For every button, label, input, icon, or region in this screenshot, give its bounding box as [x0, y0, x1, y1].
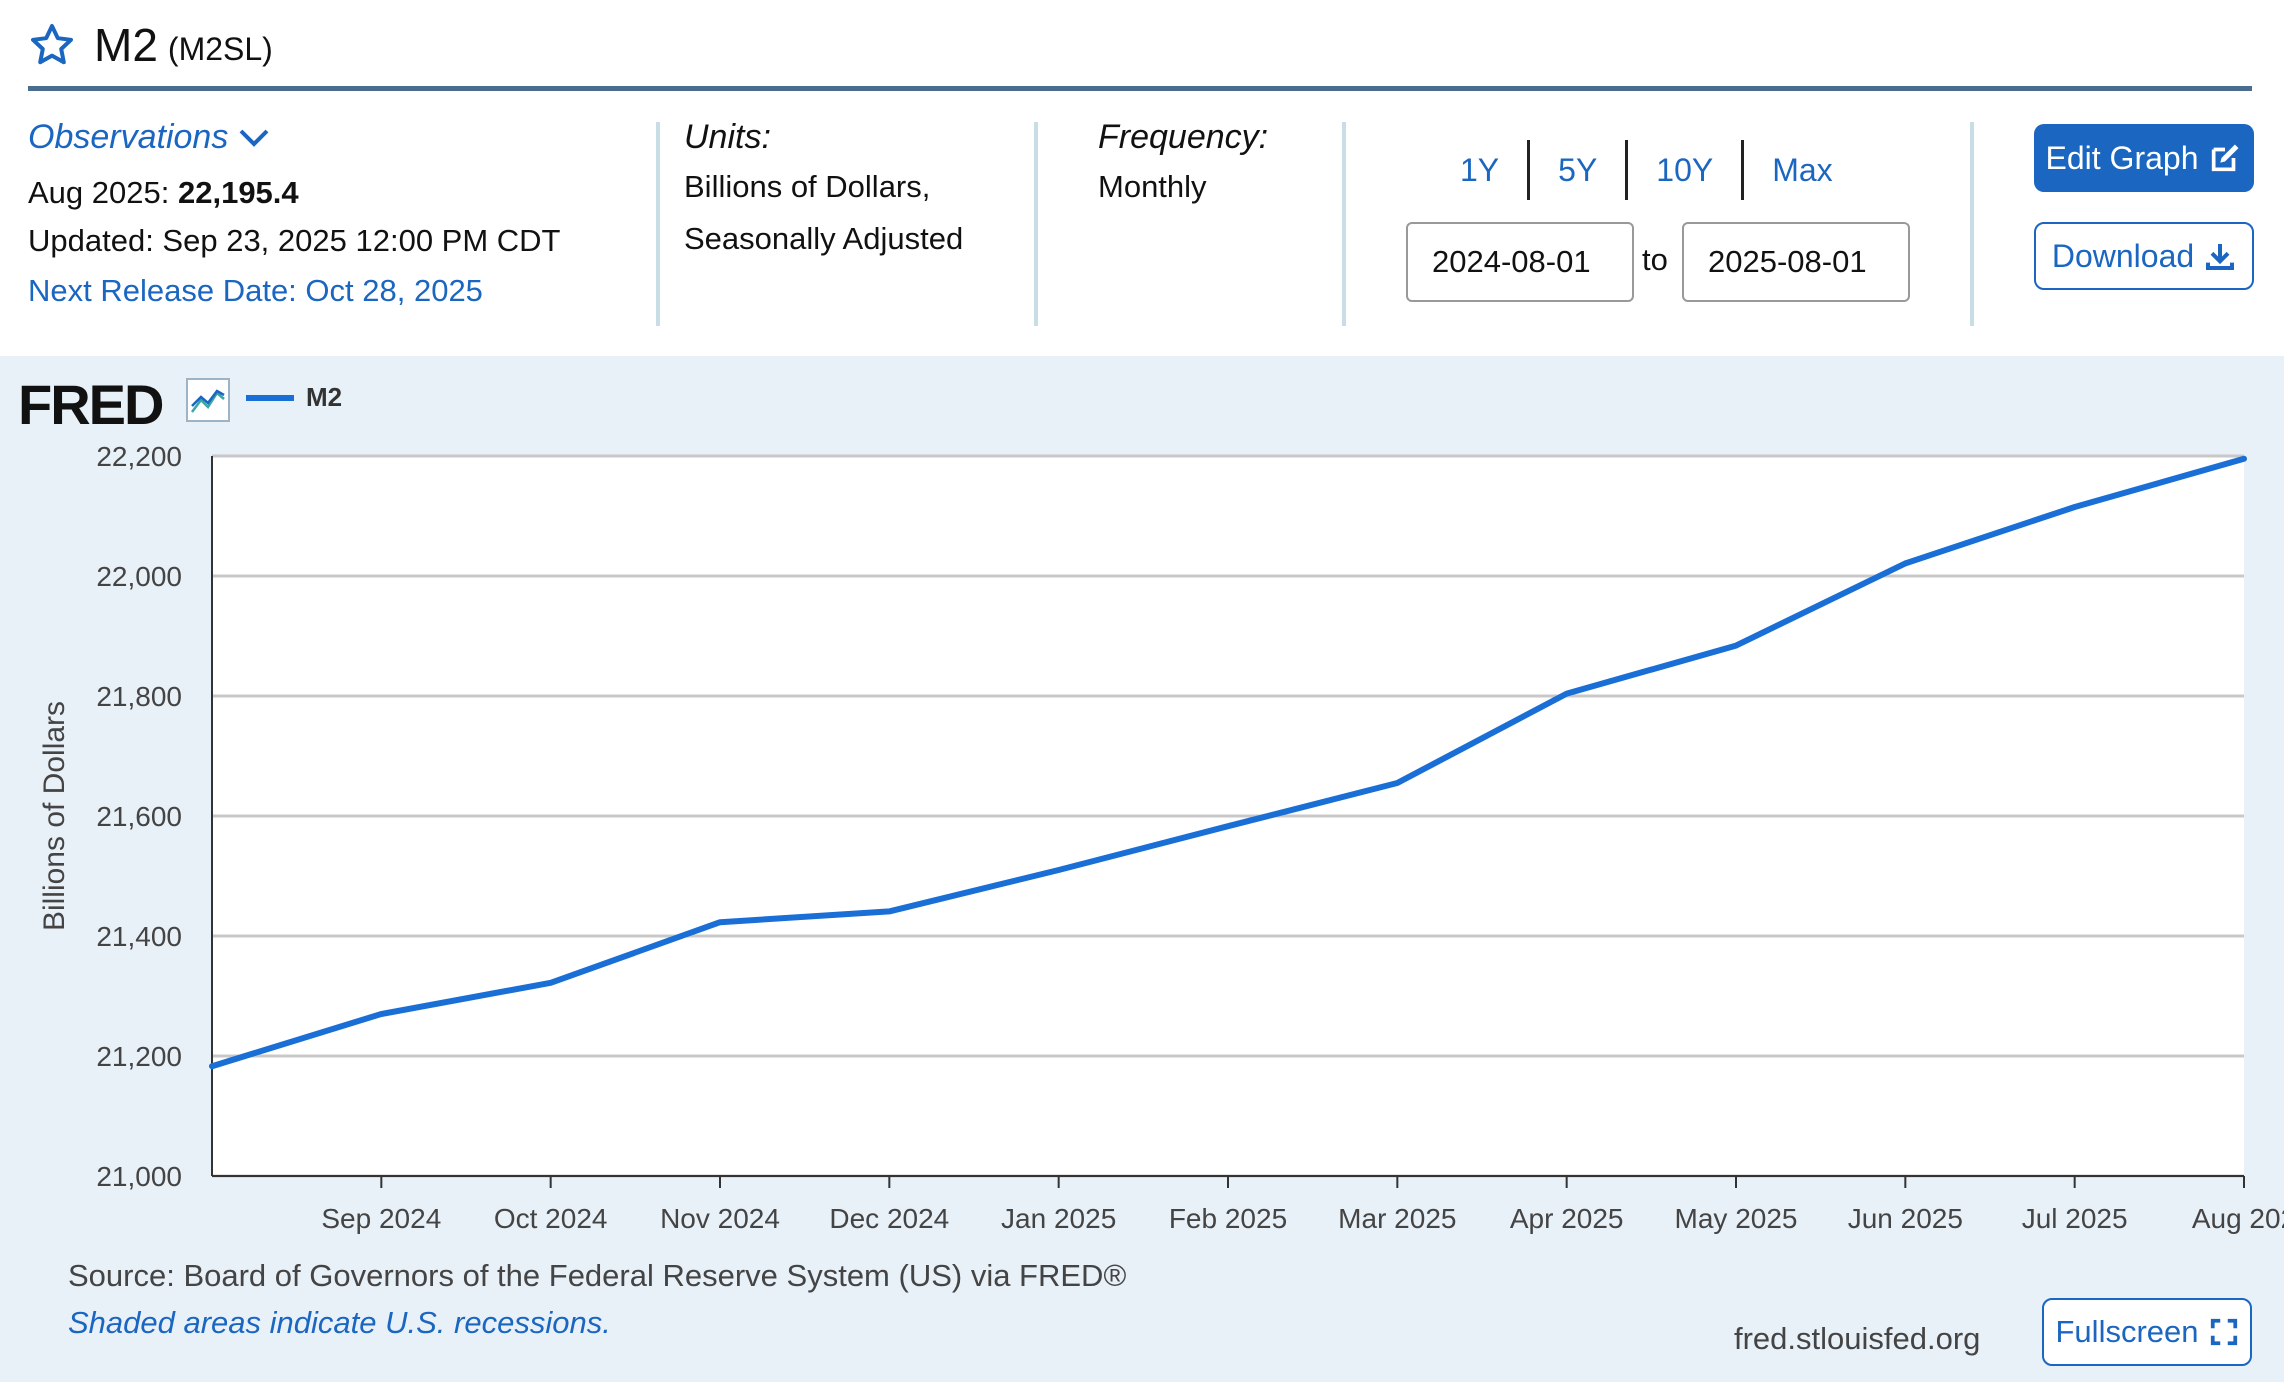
y-tick-label: 21,800: [96, 681, 182, 712]
fullscreen-label: Fullscreen: [2055, 1314, 2199, 1349]
start-date-input[interactable]: 2024-08-01: [1406, 222, 1634, 302]
frequency-panel: Frequency: Monthly: [1098, 118, 1328, 328]
x-tick-label: Aug 202: [2192, 1203, 2284, 1234]
download-icon: [2206, 244, 2235, 270]
recession-note[interactable]: Shaded areas indicate U.S. recessions.: [68, 1305, 611, 1340]
source-text: Source: Board of Governors of the Federa…: [68, 1258, 1127, 1293]
units-heading: Units:: [684, 118, 771, 156]
fullscreen-icon: [2210, 1318, 2237, 1346]
site-url: fred.stlouisfed.org: [1734, 1321, 1981, 1356]
chevron-down-icon: [239, 129, 269, 147]
observation-value: 22,195.4: [177, 175, 299, 210]
x-tick-label: May 2025: [1675, 1203, 1798, 1234]
series-id: (M2SL): [167, 30, 273, 67]
observations-toggle[interactable]: Observations: [28, 118, 618, 157]
edit-graph-button[interactable]: Edit Graph: [2034, 124, 2254, 192]
x-tick-label: Jun 2025: [1848, 1203, 1963, 1234]
download-button[interactable]: Download: [2034, 222, 2254, 290]
x-tick-label: Mar 2025: [1338, 1203, 1456, 1234]
units-line-2: Seasonally Adjusted: [684, 221, 964, 256]
next-release-link[interactable]: Next Release Date: Oct 28, 2025: [28, 273, 483, 308]
x-tick-label: Oct 2024: [494, 1203, 608, 1234]
units-value: Billions of Dollars, Seasonally Adjusted: [684, 161, 1004, 265]
frequency-value: Monthly: [1098, 169, 1207, 204]
divider: [1034, 122, 1038, 326]
range-5y-button[interactable]: 5Y: [1530, 140, 1629, 200]
units-line-1: Billions of Dollars,: [684, 169, 931, 204]
divider: [1342, 122, 1346, 326]
chart-type-icon: [186, 378, 230, 422]
fred-logo-text: FRED: [18, 373, 164, 436]
updated-text: Updated: Sep 23, 2025 12:00 PM CDT: [28, 223, 561, 258]
series-title: M2: [94, 19, 158, 71]
legend-swatch: [246, 394, 294, 401]
x-tick-label: Apr 2025: [1510, 1203, 1624, 1234]
edit-icon: [2212, 144, 2239, 172]
download-label: Download: [2051, 237, 2195, 274]
divider: [1970, 122, 1974, 326]
star-icon[interactable]: [28, 20, 78, 70]
end-date-input[interactable]: 2025-08-01: [1682, 222, 1910, 302]
frequency-heading: Frequency:: [1098, 118, 1269, 156]
title-row: M2 (M2SL): [28, 10, 273, 80]
date-to-label: to: [1642, 242, 1668, 277]
x-tick-label: Jan 2025: [1001, 1203, 1116, 1234]
range-1y-button[interactable]: 1Y: [1432, 140, 1531, 200]
units-panel: Units: Billions of Dollars, Seasonally A…: [684, 118, 1004, 328]
y-tick-label: 21,000: [96, 1161, 182, 1192]
y-tick-label: 21,600: [96, 801, 182, 832]
x-tick-label: Dec 2024: [829, 1203, 949, 1234]
line-chart: 21,000 21,200 21,400 21,600 21,800 22,000 22,2…: [38, 441, 2284, 1234]
x-tick-label: Nov 2024: [660, 1203, 780, 1234]
chart-legend: M2: [246, 382, 342, 413]
range-10y-button[interactable]: 10Y: [1628, 140, 1745, 200]
x-tick-label: Sep 2024: [321, 1203, 441, 1234]
observations-label: Observations: [28, 118, 229, 156]
edit-graph-label: Edit Graph: [2045, 139, 2199, 176]
y-tick-label: 21,400: [96, 921, 182, 952]
y-tick-label: 22,000: [96, 561, 182, 592]
x-tick-label: Jul 2025: [2022, 1203, 2128, 1234]
fullscreen-button[interactable]: Fullscreen: [2042, 1298, 2252, 1366]
latest-observation: Aug 2025: 22,195.4: [28, 175, 618, 211]
y-tick-label: 22,200: [96, 441, 182, 472]
y-tick-label: 21,200: [96, 1041, 182, 1072]
range-selector: 1Y 5Y 10Y Max: [1432, 140, 1861, 200]
x-tick-label: Feb 2025: [1169, 1203, 1287, 1234]
legend-label: M2: [306, 382, 343, 412]
observations-panel: Observations Aug 2025: 22,195.4 Updated:…: [28, 118, 618, 328]
title-divider: [28, 86, 2252, 91]
y-axis-label: Billions of Dollars: [38, 701, 71, 931]
divider: [656, 122, 660, 326]
range-max-button[interactable]: Max: [1772, 151, 1833, 188]
observation-date: Aug 2025:: [28, 175, 170, 210]
fred-logo: FRED: [18, 372, 164, 437]
